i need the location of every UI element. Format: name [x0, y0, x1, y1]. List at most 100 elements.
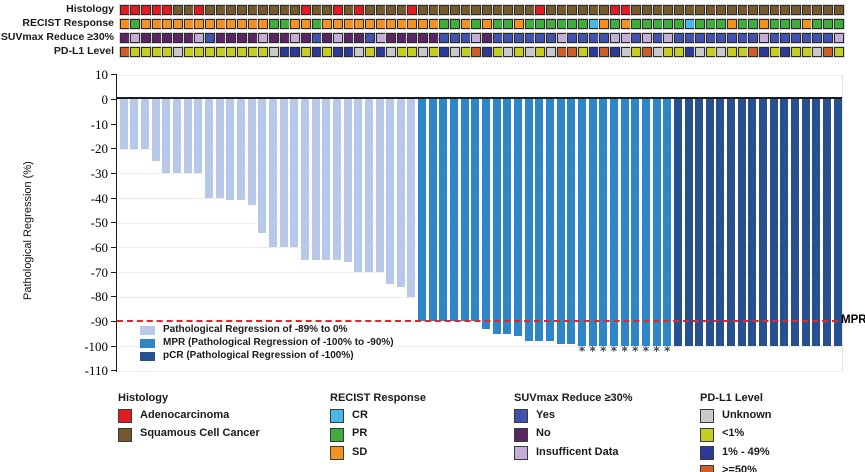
annotation-cell [119, 33, 130, 43]
annotation-cell [599, 33, 610, 43]
annotation-cell [215, 19, 226, 29]
annotation-cell [695, 47, 706, 57]
annotation-cell [620, 47, 631, 57]
y-tick-label: -90 [90, 313, 108, 329]
annotation-cell [258, 19, 269, 29]
track-label-3: SUVmax Reduce ≥30% [0, 30, 114, 43]
annotation-cell [450, 47, 461, 57]
annotation-cell [428, 47, 439, 57]
annotation-cell [801, 19, 812, 29]
annotation-cell [226, 19, 237, 29]
annotation-cell [748, 33, 759, 43]
waterfall-bar [812, 99, 821, 346]
annotation-cell [183, 47, 194, 57]
annotation-cell [514, 5, 525, 15]
annotation-cell [375, 33, 386, 43]
annotation-cell [652, 5, 663, 15]
annotation-cell [471, 33, 482, 43]
significance-asterisk: * [653, 344, 660, 358]
waterfall-bar [428, 99, 437, 322]
waterfall-bar [780, 99, 789, 346]
waterfall-bar [418, 99, 427, 322]
waterfall-bar [514, 99, 523, 337]
annotation-cell [609, 19, 620, 29]
annotation-cell [503, 19, 514, 29]
annotation-cell [759, 47, 770, 57]
annotation-cell [375, 47, 386, 57]
legend-item-label: Yes [536, 408, 555, 421]
annotation-cell [237, 19, 247, 29]
annotation-cell [823, 5, 834, 15]
annotation-cell [705, 33, 716, 43]
waterfall-bar [141, 99, 150, 149]
waterfall-bar [130, 99, 139, 149]
annotation-cell [482, 5, 493, 15]
y-tick-mark [111, 345, 116, 347]
significance-asterisk: * [664, 344, 671, 358]
y-tick-label: -60 [90, 239, 108, 255]
waterfall-bar [823, 99, 832, 346]
annotation-cell [812, 19, 823, 29]
waterfall-bar [748, 99, 757, 346]
waterfall-bar [226, 99, 235, 201]
annotation-cell [652, 33, 663, 43]
annotation-cell [237, 5, 247, 15]
annotation-cell [609, 33, 620, 43]
annotation-cell [631, 33, 642, 43]
waterfall-bar [535, 99, 544, 342]
annotation-cell [130, 19, 141, 29]
annotation-cell [556, 19, 567, 29]
annotation-cell [727, 33, 738, 43]
annotation-cell [503, 33, 514, 43]
annotation-cell [396, 19, 407, 29]
annotation-cell [205, 33, 216, 43]
annotation-cell [354, 33, 365, 43]
annotation-cell [450, 33, 461, 43]
annotation-cell [226, 33, 237, 43]
waterfall-bar [716, 99, 725, 346]
legend-title: Histology [118, 392, 169, 404]
annotation-cell [439, 19, 450, 29]
annotation-cell [791, 33, 802, 43]
annotation-cell [748, 5, 759, 15]
annotation-cell [247, 5, 258, 15]
legend-title: RECIST Response [330, 392, 426, 404]
annotation-cell [641, 5, 652, 15]
annotation-cell [279, 19, 290, 29]
waterfall-bar [801, 99, 810, 346]
significance-asterisk: * [578, 344, 586, 358]
annotation-cell [791, 47, 802, 57]
waterfall-bar [695, 99, 704, 346]
annotation-cell [652, 19, 663, 29]
annotation-cell [332, 33, 343, 43]
legend-item-label: PR [352, 427, 368, 439]
gridline [117, 74, 842, 76]
y-tick-mark [111, 296, 116, 298]
annotation-cell [577, 47, 588, 57]
annotation-cell [663, 47, 674, 57]
waterfall-bar [833, 99, 842, 346]
annotation-cell [386, 5, 397, 15]
annotation-cell [471, 47, 482, 57]
annotation-cell [588, 33, 599, 43]
annotation-cell [514, 19, 525, 29]
annotation-cell [130, 33, 141, 43]
annotation-cell [716, 33, 727, 43]
waterfall-bar [279, 99, 288, 248]
y-tick-mark [111, 98, 116, 101]
waterfall-bar [407, 99, 416, 297]
annotation-cell [482, 19, 493, 29]
annotation-cell [556, 33, 567, 43]
gridline [117, 198, 842, 200]
annotation-cell [748, 47, 759, 57]
annotation-cell [546, 47, 556, 57]
annotation-cell [556, 5, 567, 15]
y-tick-mark [111, 172, 116, 175]
annotation-cell [322, 47, 333, 57]
legend-item-label: Squamous Cell Cancer [140, 427, 260, 439]
annotation-cell [812, 47, 823, 57]
annotation-cell [247, 47, 258, 57]
annotation-cell [386, 19, 397, 29]
annotation-cell [833, 5, 844, 15]
annotation-cell [151, 19, 162, 29]
